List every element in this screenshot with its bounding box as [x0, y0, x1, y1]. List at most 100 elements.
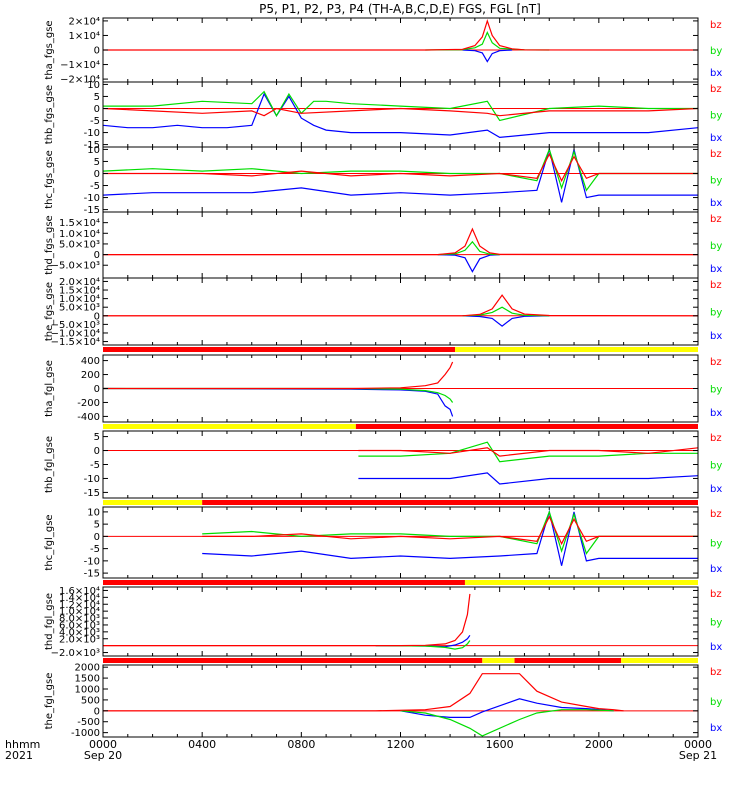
- flag-segment-yellow: [455, 347, 698, 352]
- legend-bz: bz: [710, 433, 722, 444]
- time-axis: hhmm 2021 0000 0400 0800 1200 1600 2000 0000Se…: [5, 738, 717, 762]
- x-tick-label: 0800: [287, 738, 315, 751]
- y-axis-label: tha_fgl_gse: [44, 360, 55, 417]
- flag-segment-yellow: [621, 658, 698, 663]
- flag-segment-red: [202, 500, 698, 505]
- series-by: [375, 640, 471, 650]
- series-bx: [462, 315, 550, 327]
- legend-bx: bx: [710, 68, 722, 79]
- y-tick-label: 400: [81, 356, 100, 367]
- series-by: [462, 306, 550, 317]
- panel-tha_fgs_gse: 2×10⁴ 1×10⁴ 0 −1×10⁴ −2×10⁴ tha_fgs_gse bz by bx: [44, 16, 722, 85]
- y-tick-label: -10: [84, 474, 100, 485]
- series-bx: [358, 472, 699, 485]
- panel-frame: [102, 146, 699, 213]
- legend-bz: bz: [710, 214, 722, 225]
- y-tick-label: 0: [94, 384, 100, 395]
- legend-bz: bz: [710, 149, 722, 160]
- legend-by: by: [710, 385, 722, 396]
- y-tick-label: -1000: [71, 728, 100, 739]
- series-by: [102, 147, 698, 192]
- y-tick-label: 10: [87, 80, 100, 91]
- y-tick-label: 5: [94, 432, 100, 443]
- legend-bx: bx: [710, 133, 722, 144]
- y-tick-label: 2000: [75, 663, 100, 674]
- legend-bx: bx: [710, 564, 722, 575]
- x-tick-label: 0400: [188, 738, 216, 751]
- legend-by: by: [710, 111, 722, 122]
- legend-by: by: [710, 46, 722, 57]
- y-tick-label: 500: [81, 695, 100, 706]
- y-tick-label: 1.5×10⁴: [59, 286, 100, 297]
- legend-bx: bx: [710, 198, 722, 209]
- series-bz: [102, 107, 699, 117]
- panel-frame: [102, 277, 699, 346]
- y-tick-label: −1×10⁴: [60, 60, 100, 71]
- legend-by: by: [710, 618, 722, 629]
- y-tick-label: 2.0×10⁴: [59, 277, 100, 288]
- panel-frame: [102, 211, 699, 279]
- legend-bz: bz: [710, 357, 722, 368]
- y-tick-label: -5: [90, 116, 100, 127]
- panel-thd_fgl_gse: 1.6×10⁴1.4×10⁴1.2×10⁴1.0×10⁴8.0×10³6.0×1…: [44, 580, 722, 659]
- y-axis-label: thc_fgs_gse: [44, 150, 55, 209]
- y-tick-label: -500: [77, 717, 100, 728]
- y-tick-label: 5: [94, 92, 100, 103]
- series-by: [103, 90, 698, 122]
- series-bz: [103, 18, 699, 51]
- y-tick-label: 5.0×10³: [59, 303, 100, 314]
- x-tick-label: 0000: [89, 738, 117, 751]
- legend-bx: bx: [710, 723, 722, 734]
- panel-thb_fgl_gse: 5 0 -5 -10 -15 thb_fgl_gse bz by bx: [44, 424, 722, 499]
- series-bx: [437, 254, 500, 273]
- flag-segment-red: [103, 580, 465, 585]
- y-tick-label: 10: [87, 145, 100, 156]
- y-tick-label: 1.4×10⁴: [59, 593, 100, 604]
- legend-by: by: [710, 176, 722, 187]
- legend-by: by: [710, 308, 722, 319]
- y-tick-label: 1500: [75, 674, 100, 685]
- y-axis-label: the_fgl_gse: [44, 673, 55, 730]
- x-tick-label: 0000: [684, 738, 712, 751]
- series-bz: [103, 673, 624, 712]
- date-label: Sep 21: [679, 749, 717, 762]
- x-tick-label: 1600: [486, 738, 514, 751]
- panel-thd_fgs_gse: 1.5×10⁴1.0×10⁴5.0×10³0−5.0×10³thd_fgs_gs…: [44, 211, 722, 279]
- y-tick-label: -5: [90, 181, 100, 192]
- y-tick-label: 10: [87, 507, 100, 518]
- y-tick-label: -15: [84, 205, 100, 216]
- series-bx: [102, 147, 698, 203]
- legend-by: by: [710, 241, 722, 252]
- y-tick-label: 5.0×10³: [59, 239, 100, 250]
- y-tick-label: 1.5×10⁴: [59, 218, 100, 229]
- flag-segment-red: [103, 347, 456, 352]
- series-bz: [358, 447, 699, 457]
- y-axis-label: tha_fgs_gse: [44, 20, 55, 79]
- y-axis-label: thb_fgl_gse: [44, 436, 55, 493]
- panel-the_fgs_gse: 2.0×10⁴1.5×10⁴1.0×10⁴5.0×10³0−5.0×10³−1.…: [44, 277, 722, 348]
- flag-segment-yellow: [103, 500, 203, 505]
- y-tick-label: −2.0×10³: [51, 648, 100, 659]
- legend-bz: bz: [710, 589, 722, 600]
- y-tick-label: 2×10⁴: [69, 16, 100, 27]
- flag-segment-yellow: [103, 424, 356, 429]
- panel-frame: [102, 430, 699, 499]
- legend-bz: bz: [710, 280, 722, 291]
- y-tick-label: 0: [94, 250, 100, 261]
- flag-segment-yellow: [464, 580, 698, 585]
- legend-bz: bz: [710, 84, 722, 95]
- panel-tha_fgl_gse: 400 200 0 -200 -400 tha_fgl_gse bz by bx: [44, 347, 722, 423]
- y-axis-label: thd_fgl_gse: [44, 593, 55, 650]
- y-tick-label: −5.0×10³: [51, 261, 100, 272]
- series-bz: [103, 361, 454, 390]
- series-by: [437, 240, 500, 256]
- series-bx: [102, 92, 699, 139]
- legend-bx: bx: [710, 642, 722, 653]
- y-tick-label: −1.0×10⁴: [51, 328, 100, 339]
- legend-by: by: [710, 539, 722, 550]
- legend-by: by: [710, 697, 722, 708]
- legend-by: by: [710, 461, 722, 472]
- plot-title: P5, P1, P2, P3, P4 (TH-A,B,C,D,E) FGS, F…: [259, 2, 541, 16]
